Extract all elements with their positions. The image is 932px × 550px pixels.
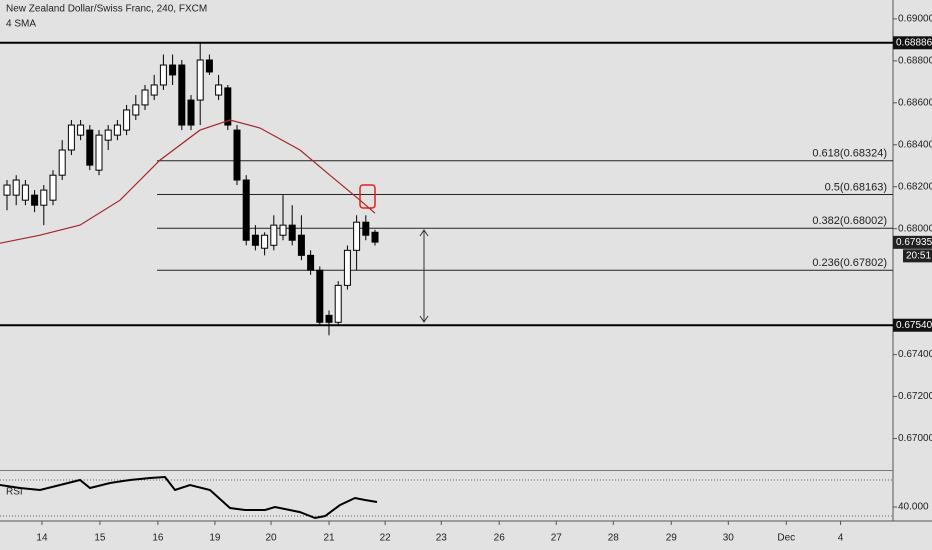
x-tick-label: 26	[494, 533, 506, 544]
candle-body	[169, 64, 177, 76]
candle-body	[67, 124, 75, 151]
x-tick-label: 14	[36, 533, 48, 544]
candle-body	[279, 224, 287, 236]
candle-body	[178, 64, 186, 126]
candle-body	[362, 221, 370, 236]
y-tick-label: 0.68200	[898, 181, 932, 192]
candle-body	[95, 134, 103, 171]
candle-body	[49, 174, 57, 201]
candle-body	[187, 99, 195, 126]
candle-body	[150, 84, 158, 96]
candle-body	[297, 234, 305, 256]
x-tick-label: 21	[323, 533, 335, 544]
candle-body	[159, 64, 167, 86]
candle-body	[86, 129, 94, 166]
level-label: 0.68886	[896, 37, 932, 48]
candle-body	[113, 124, 121, 136]
candle-body	[334, 284, 342, 323]
candle-body	[325, 314, 333, 323]
candle-body	[205, 59, 213, 73]
candle-body	[215, 84, 223, 96]
rsi-tick-label: 40.000	[898, 502, 929, 513]
fib-label: 0.618(0.68324)	[812, 148, 887, 160]
indicator-label: 4 SMA	[6, 19, 36, 30]
x-tick-label: 30	[723, 533, 735, 544]
candle-body	[40, 189, 48, 206]
y-tick-label: 0.68600	[898, 97, 932, 108]
x-tick-label: 20	[265, 533, 277, 544]
candle-body	[123, 109, 131, 131]
candle-body	[104, 129, 112, 141]
candle-body	[316, 269, 324, 323]
candle-body	[196, 59, 204, 101]
candle-body	[343, 249, 351, 286]
x-tick-label: Dec	[777, 533, 795, 544]
fib-label: 0.236(0.67802)	[812, 257, 887, 269]
measure-arrow	[419, 229, 429, 323]
candle-body	[3, 184, 11, 196]
y-tick-label: 0.67000	[898, 433, 932, 444]
last-price-box	[893, 235, 932, 249]
y-tick-label: 0.67400	[898, 349, 932, 360]
candle-body	[261, 234, 269, 249]
x-tick-label: 4	[838, 533, 844, 544]
fib-label: 0.382(0.68002)	[812, 215, 887, 227]
candle-body	[307, 254, 315, 271]
candle-body	[58, 149, 66, 176]
x-tick-label: 15	[94, 533, 106, 544]
level-label-box	[893, 318, 932, 332]
y-tick-label: 0.68800	[898, 55, 932, 66]
rsi-line	[0, 475, 378, 520]
x-tick-label: 19	[209, 533, 221, 544]
chart-title: New Zealand Dollar/Swiss Franc, 240, FXC…	[6, 4, 207, 15]
candle-body	[21, 184, 29, 201]
level-label: 0.67540	[896, 320, 932, 331]
rsi-label: RSI	[6, 487, 23, 498]
highlight-box	[359, 184, 376, 209]
x-tick-label: 22	[380, 533, 392, 544]
x-tick-label: 23	[436, 533, 448, 544]
x-tick-label: 27	[551, 533, 563, 544]
candle-body	[233, 129, 241, 181]
x-tick-label: 29	[666, 533, 678, 544]
fib-label: 0.5(0.68163)	[825, 181, 887, 193]
candle-body	[224, 87, 232, 126]
candle-body	[251, 234, 259, 246]
x-tick-label: 16	[152, 533, 164, 544]
sma-line	[0, 119, 376, 244]
candle-body	[77, 124, 85, 136]
candle-body	[12, 179, 20, 196]
candle-body	[270, 224, 278, 246]
level-label-box	[893, 36, 932, 50]
y-tick-label: 0.68000	[898, 223, 932, 234]
x-tick-label: 28	[608, 533, 620, 544]
countdown-box	[903, 249, 932, 263]
last-price-label: 0.67935	[896, 237, 932, 248]
candle-body	[288, 224, 296, 241]
y-tick-label: 0.67200	[898, 391, 932, 402]
candle-body	[353, 221, 361, 251]
candle-body	[242, 179, 250, 241]
y-tick-label: 0.69000	[898, 14, 932, 25]
candle-body	[132, 104, 140, 116]
candle-body	[31, 194, 39, 206]
candle-body	[371, 231, 379, 243]
marks: 0.69000 0.68800 0.68600 0.68400 0.68200 0.680…	[0, 14, 932, 544]
countdown: 20:51	[906, 250, 931, 261]
y-tick-label: 0.68400	[898, 139, 932, 150]
candle-body	[141, 89, 149, 106]
